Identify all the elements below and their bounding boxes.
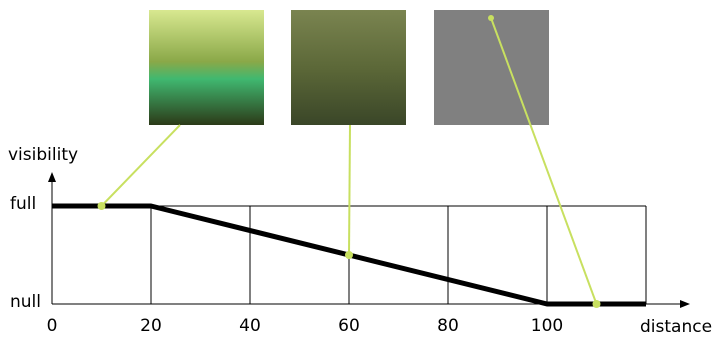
sample-point xyxy=(345,251,353,259)
chart: visibility distance 0 20 40 60 80 100 null full xyxy=(0,0,727,338)
scene-clear xyxy=(149,10,264,125)
x-tick-label: 80 xyxy=(437,316,459,336)
x-tick-label: 100 xyxy=(531,316,563,336)
connector-dot xyxy=(488,15,494,21)
x-tick-label: 40 xyxy=(239,316,261,336)
connector xyxy=(349,125,350,255)
scene-foggy xyxy=(291,10,406,125)
connector xyxy=(102,125,181,206)
y-tick-label: null xyxy=(10,292,41,312)
x-tick-label: 60 xyxy=(338,316,360,336)
x-axis-arrow xyxy=(680,300,690,308)
scene-fogged-out xyxy=(434,10,549,125)
y-axis-arrow xyxy=(48,172,56,182)
y-axis-label: visibility xyxy=(8,145,78,165)
x-tick-label: 0 xyxy=(47,316,58,336)
sample-point xyxy=(593,300,601,308)
sample-point xyxy=(98,202,106,210)
x-axis-label: distance xyxy=(640,317,712,337)
y-tick-label: full xyxy=(10,194,36,214)
x-tick-label: 20 xyxy=(140,316,162,336)
page: visibility distance 0 20 40 60 80 100 null full… xyxy=(0,0,727,338)
